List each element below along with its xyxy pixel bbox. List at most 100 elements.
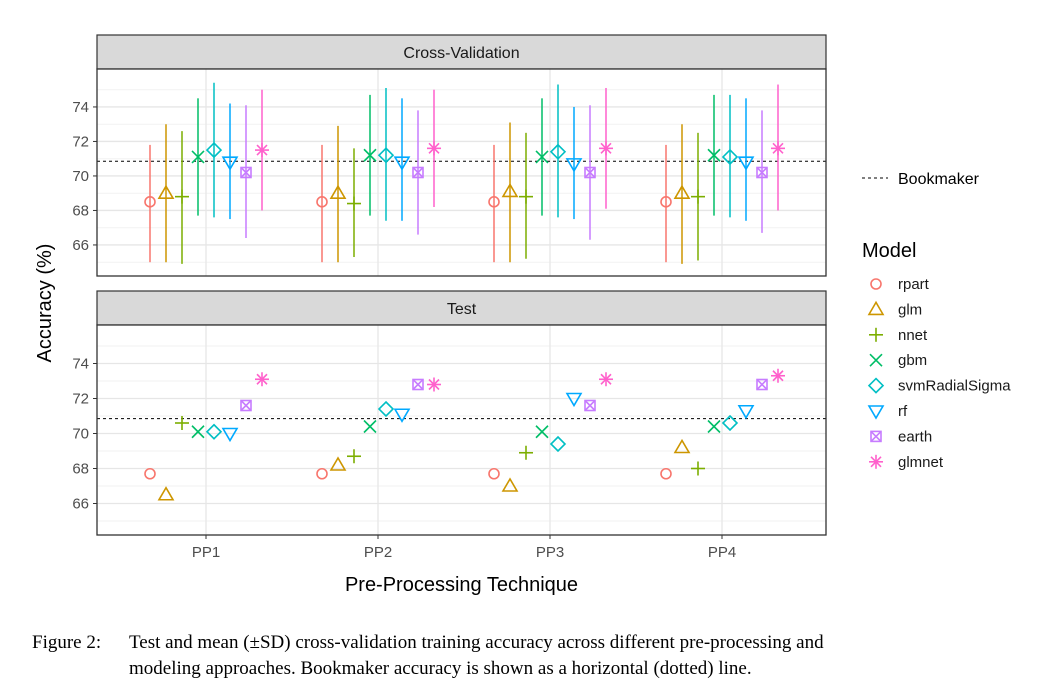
- point-glm-triangle: [157, 184, 175, 199]
- point-glm: [157, 184, 175, 199]
- legend-key-earth-d2: [870, 430, 882, 442]
- legend-item-rf: rf: [867, 403, 908, 420]
- point-rpart: [316, 467, 328, 480]
- point-earth: [756, 166, 768, 179]
- legend-key-gbm-d2: [869, 353, 883, 367]
- point-glmnet: [599, 141, 613, 156]
- point-glm-triangle: [157, 486, 175, 501]
- point-glmnet: [771, 141, 785, 156]
- point-earth: [584, 166, 596, 179]
- legend-item-nnet: nnet: [869, 327, 928, 344]
- point-rf-triangle: [221, 427, 239, 443]
- point-glmnet-d2: [428, 142, 440, 154]
- point-gbm: [363, 419, 377, 434]
- y-tick-label: 66: [72, 496, 89, 513]
- point-earth-square: [412, 378, 424, 391]
- point-rf: [221, 156, 239, 171]
- point-rf: [737, 404, 755, 420]
- point-earth-square: [240, 399, 252, 412]
- point-earth-square: [412, 166, 424, 179]
- legend-label-rf: rf: [898, 403, 908, 420]
- plot-background: [97, 69, 826, 276]
- x-tick-label-pp3: PP3: [536, 544, 564, 561]
- panel-border: [96, 68, 827, 277]
- y-tick-label: 74: [72, 356, 89, 373]
- point-rpart-circle: [144, 196, 156, 208]
- point-earth-d2: [240, 399, 252, 412]
- point-rf: [393, 408, 411, 423]
- point-glmnet-d2: [772, 142, 784, 154]
- point-glm: [157, 486, 175, 501]
- point-glmnet-d2: [256, 373, 268, 385]
- point-gbm: [191, 425, 205, 439]
- point-rpart-circle: [660, 467, 672, 480]
- point-rf-triangle: [565, 392, 583, 408]
- point-svmRadialSigma: [549, 435, 567, 453]
- x-axis-title: Pre-Processing Technique: [345, 574, 578, 596]
- x-tick-label-pp1: PP1: [192, 544, 220, 561]
- point-glm: [329, 456, 347, 471]
- point-svmRadialSigma-diamond: [721, 414, 739, 432]
- point-rf: [737, 156, 755, 171]
- point-nnet: [519, 189, 533, 204]
- point-svmRadialSigma: [377, 147, 395, 164]
- point-earth: [584, 399, 596, 412]
- point-rf-triangle: [737, 156, 755, 171]
- point-svmRadialSigma-diamond: [377, 400, 395, 418]
- x-tick-label-pp2: PP2: [364, 544, 392, 561]
- point-earth-d2: [412, 378, 424, 391]
- point-svmRadialSigma: [377, 400, 395, 418]
- panel-strip: [96, 290, 827, 326]
- point-gbm-d2: [191, 150, 205, 164]
- point-nnet: [347, 196, 361, 211]
- point-rpart-circle: [660, 196, 672, 208]
- point-rpart: [488, 196, 500, 208]
- legend-label-rpart: rpart: [898, 276, 930, 293]
- point-rpart: [316, 196, 328, 208]
- point-svmRadialSigma-diamond: [549, 435, 567, 453]
- legend-key-glm: [867, 300, 885, 316]
- panel-title: Test: [447, 301, 477, 318]
- point-svmRadialSigma-diamond: [377, 147, 395, 164]
- figure-caption: Figure 2: Test and mean (±SD) cross-valid…: [32, 630, 1032, 682]
- point-glm-triangle: [329, 184, 347, 199]
- legend-key-glmnet: [869, 454, 883, 469]
- point-rpart: [660, 467, 672, 480]
- point-svmRadialSigma: [205, 423, 223, 440]
- point-earth: [756, 378, 768, 391]
- point-earth-d2: [240, 166, 252, 179]
- point-nnet: [347, 449, 361, 464]
- point-glm: [673, 438, 691, 454]
- legend-key-rf: [867, 405, 885, 420]
- legend-label-gbm: gbm: [898, 352, 927, 369]
- y-tick-label: 68: [72, 202, 89, 219]
- point-svmRadialSigma: [549, 143, 567, 160]
- point-rf-triangle: [393, 156, 411, 171]
- point-earth: [240, 399, 252, 412]
- point-nnet: [175, 189, 189, 204]
- point-rpart-circle: [488, 467, 500, 480]
- legend-key-earth: [870, 430, 882, 443]
- legend-key-glmnet-d2: [870, 456, 882, 468]
- point-glmnet-d2: [600, 373, 612, 385]
- legend-label-earth: earth: [898, 428, 932, 445]
- point-glm: [673, 184, 691, 199]
- point-glmnet: [427, 377, 441, 392]
- caption-label: Figure 2:: [32, 632, 102, 653]
- point-svmRadialSigma-diamond: [721, 148, 739, 166]
- point-rf-triangle: [565, 158, 583, 173]
- point-earth-d2: [756, 378, 768, 391]
- panel-0: Cross-Validation 66 68 70 72 74: [72, 34, 827, 277]
- point-rf: [393, 156, 411, 171]
- point-nnet: [691, 461, 705, 476]
- point-rf: [221, 427, 239, 443]
- point-glm-triangle: [329, 456, 347, 471]
- point-earth-square: [240, 166, 252, 179]
- caption-text: Test and mean (±SD) cross-validation tra…: [129, 630, 1009, 682]
- point-glm-triangle: [673, 438, 691, 454]
- point-gbm-d2: [707, 419, 721, 434]
- point-rpart: [660, 196, 672, 208]
- point-gbm: [707, 419, 721, 434]
- y-tick-label: 70: [72, 168, 89, 185]
- legend-label-svmRadialSigma: svmRadialSigma: [898, 378, 1011, 395]
